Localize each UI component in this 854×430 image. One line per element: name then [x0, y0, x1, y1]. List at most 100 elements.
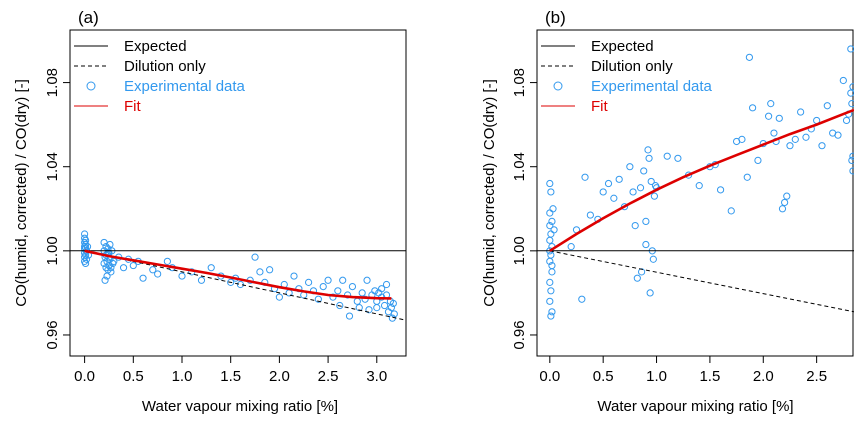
x-tick-label: 2.0 [753, 368, 774, 385]
fit-line [84, 249, 392, 300]
data-point [365, 306, 373, 314]
data-point [129, 261, 137, 270]
legend-label: Expected [591, 38, 654, 55]
data-point [674, 154, 682, 162]
data-point [823, 102, 831, 110]
data-point [149, 266, 157, 274]
data-point [373, 304, 381, 312]
data-point [818, 142, 826, 150]
data-point [390, 310, 398, 318]
data-point [163, 257, 171, 265]
data-point [645, 154, 653, 162]
data-point [339, 276, 347, 284]
data-point [727, 207, 735, 215]
data-point [380, 301, 389, 310]
data-point [640, 167, 648, 175]
y-tick-label: 0.96 [511, 320, 528, 349]
data-point [107, 268, 115, 276]
data-point [849, 167, 854, 175]
data-point [103, 272, 111, 280]
data-point [649, 255, 657, 263]
data-point [802, 133, 810, 141]
panel-a: (a) 0.0 0.5 1.0 1.5 2.0 2.5 3.0 0.96 1.00 1.04 1.08… [13, 8, 407, 415]
data-point [110, 257, 118, 265]
x-tick-label: 1.5 [220, 368, 241, 385]
legend-label: Dilution only [124, 58, 206, 75]
data-point [647, 177, 655, 186]
data-point [547, 287, 555, 295]
data-point [546, 222, 554, 230]
data-point [642, 240, 650, 249]
fit-line [549, 108, 854, 252]
data-point [626, 163, 634, 171]
data-point [791, 135, 799, 143]
data-point [102, 243, 110, 251]
data-point [101, 276, 109, 284]
data-point [546, 278, 554, 286]
data-point [547, 188, 555, 196]
data-point [842, 116, 851, 125]
data-point [548, 261, 556, 270]
data-point [745, 53, 754, 61]
data-point [646, 289, 654, 297]
data-point [305, 278, 313, 286]
data-point [615, 175, 623, 183]
x-tick-label: 0.0 [539, 368, 560, 385]
plot-area [70, 230, 406, 322]
data-point [770, 129, 778, 137]
data-point [547, 251, 555, 259]
x-tick-label: 0.5 [123, 368, 144, 385]
data-point [336, 301, 344, 310]
legend-label: Dilution only [591, 58, 673, 75]
data-point [107, 264, 115, 272]
data-point [716, 186, 725, 194]
data-point [633, 274, 641, 282]
data-point [848, 156, 854, 164]
dilution-line [84, 250, 406, 321]
data-point [578, 295, 586, 303]
y-tick-label: 1.08 [44, 68, 61, 97]
data-point [743, 173, 751, 181]
legend-label: Expected [124, 38, 187, 55]
data-point [82, 255, 91, 263]
plot-frame [536, 29, 854, 357]
legend-circle-symbol [553, 81, 563, 91]
y-axis-title: CO(humid, corrected) / CO(dry) [-] [481, 79, 498, 307]
data-point [636, 184, 645, 192]
dilution-line [549, 250, 854, 313]
legend-label: Experimental data [591, 78, 713, 95]
data-point [783, 192, 791, 200]
data-point [100, 259, 108, 268]
y-tick-label: 1.08 [511, 68, 528, 97]
x-axis-title: Water vapour mixing ratio [%] [142, 398, 338, 415]
data-point [581, 173, 589, 181]
data-point [546, 297, 554, 305]
y-tick-label: 1.00 [511, 236, 528, 265]
data-point [207, 264, 215, 272]
x-tick-label: 2.5 [806, 368, 827, 385]
data-point [256, 268, 264, 276]
data-point [765, 112, 773, 120]
y-axis-title: CO(humid, corrected) / CO(dry) [-] [13, 79, 30, 307]
data-point [378, 285, 386, 293]
data-point [106, 240, 114, 249]
panel-b: (b) 0.0 0.5 1.0 1.5 2.0 2.5 0.96 1.00 1.04 1.08 Wat… [481, 8, 854, 415]
x-tick-label: 3.0 [366, 368, 387, 385]
x-axis-title: Water vapour mixing ratio [%] [597, 398, 793, 415]
legend: Expected Dilution only Experimental data Fi… [541, 38, 713, 115]
data-point [251, 253, 259, 261]
data-point [275, 293, 283, 301]
data-point [848, 100, 854, 108]
legend-label: Fit [124, 98, 141, 115]
data-point [319, 282, 327, 291]
data-point [363, 276, 371, 284]
data-point [348, 282, 357, 291]
data-point [549, 205, 557, 213]
data-point [290, 272, 298, 280]
data-point [358, 289, 366, 297]
y-tick-label: 0.96 [44, 320, 61, 349]
x-tick-label: 0.0 [74, 368, 95, 385]
data-point [567, 243, 575, 251]
x-tick-label: 1.0 [172, 368, 193, 385]
data-point [83, 243, 92, 251]
